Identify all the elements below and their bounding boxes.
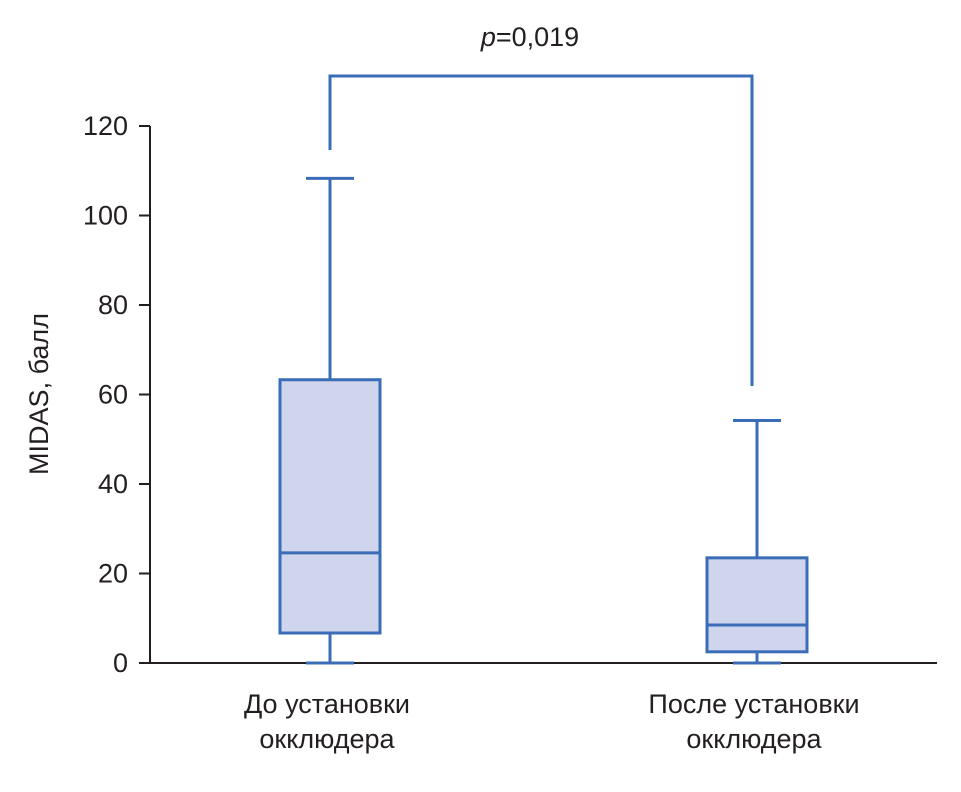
p-label: p (480, 22, 496, 52)
x-category-label: окклюдера (686, 724, 822, 754)
boxes: До установки окклюдера После установки оккл… (244, 176, 860, 754)
bracket-line (328, 74, 754, 386)
y-tick-label: 0 (113, 648, 128, 678)
y-tick-label: 120 (83, 111, 128, 141)
x-category-label: окклюдера (259, 724, 395, 754)
y-axis-label: MIDAS, балл (24, 313, 54, 475)
y-tick-label: 40 (98, 469, 128, 499)
y-tick-label: 80 (98, 290, 128, 320)
axes: 0 20 40 60 80 100 120 (83, 111, 937, 678)
x-category-label: До установки (244, 689, 410, 719)
box-2: После установки окклюдера (648, 418, 860, 754)
x-category-label: После установки (648, 689, 859, 719)
p-value-annotation: p=0,019 (480, 22, 579, 52)
y-tick-label: 20 (98, 559, 128, 589)
iqr-box (278, 378, 382, 635)
significance-bracket (328, 74, 754, 386)
y-tick-label: 60 (98, 380, 128, 410)
box-1: До установки окклюдера (244, 176, 410, 754)
y-tick-label: 100 (83, 201, 128, 231)
iqr-box (705, 556, 809, 654)
p-value: =0,019 (496, 22, 579, 52)
